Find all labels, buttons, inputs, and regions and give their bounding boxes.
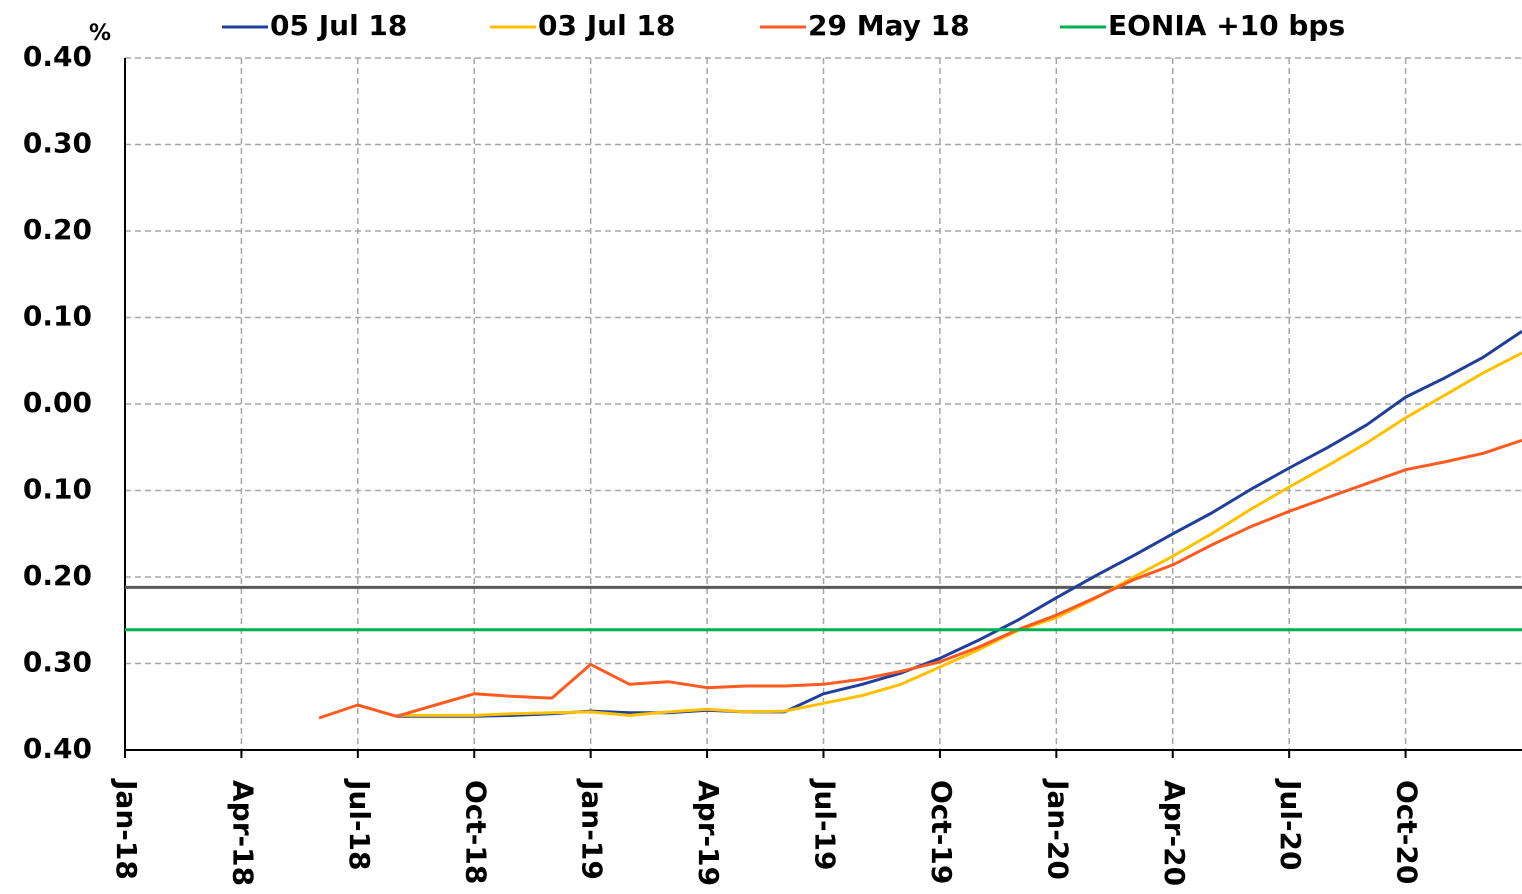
y-tick-label: 0.20 <box>23 559 92 592</box>
x-tick-label: Jan-19 <box>576 778 609 880</box>
x-tick-label: Jul-19 <box>809 778 842 871</box>
y-tick-label: 0.00 <box>23 386 92 419</box>
x-tick-label: Apr-20 <box>1158 780 1191 886</box>
legend-label: 03 Jul 18 <box>538 9 675 42</box>
legend-label: 29 May 18 <box>808 9 970 42</box>
x-tick-label: Jul-18 <box>343 778 376 871</box>
x-tick-label: Apr-19 <box>692 780 725 886</box>
x-tick-label: Oct-19 <box>925 780 958 884</box>
x-tick-label: Oct-18 <box>459 780 492 884</box>
y-tick-label: 0.40 <box>23 40 92 73</box>
x-tick-label: Jul-20 <box>1274 778 1307 871</box>
y-tick-label: 0.10 <box>23 300 92 333</box>
y-unit: % <box>89 21 111 46</box>
x-tick-label: Jan-20 <box>1041 778 1074 880</box>
legend-label: 05 Jul 18 <box>270 9 407 42</box>
y-tick-label: 0.20 <box>23 213 92 246</box>
x-tick-label: Jan-18 <box>110 778 143 880</box>
series-line <box>396 351 1522 717</box>
series-line <box>318 438 1522 720</box>
x-tick-label: Oct-20 <box>1391 780 1424 884</box>
y-tick-label: 0.10 <box>23 473 92 506</box>
y-tick-label: 0.30 <box>23 646 92 679</box>
y-tick-label: 0.40 <box>23 732 92 765</box>
x-tick-label: Apr-18 <box>226 780 259 886</box>
legend-label: EONIA +10 bps <box>1108 9 1345 42</box>
y-tick-label: 0.30 <box>23 127 92 160</box>
